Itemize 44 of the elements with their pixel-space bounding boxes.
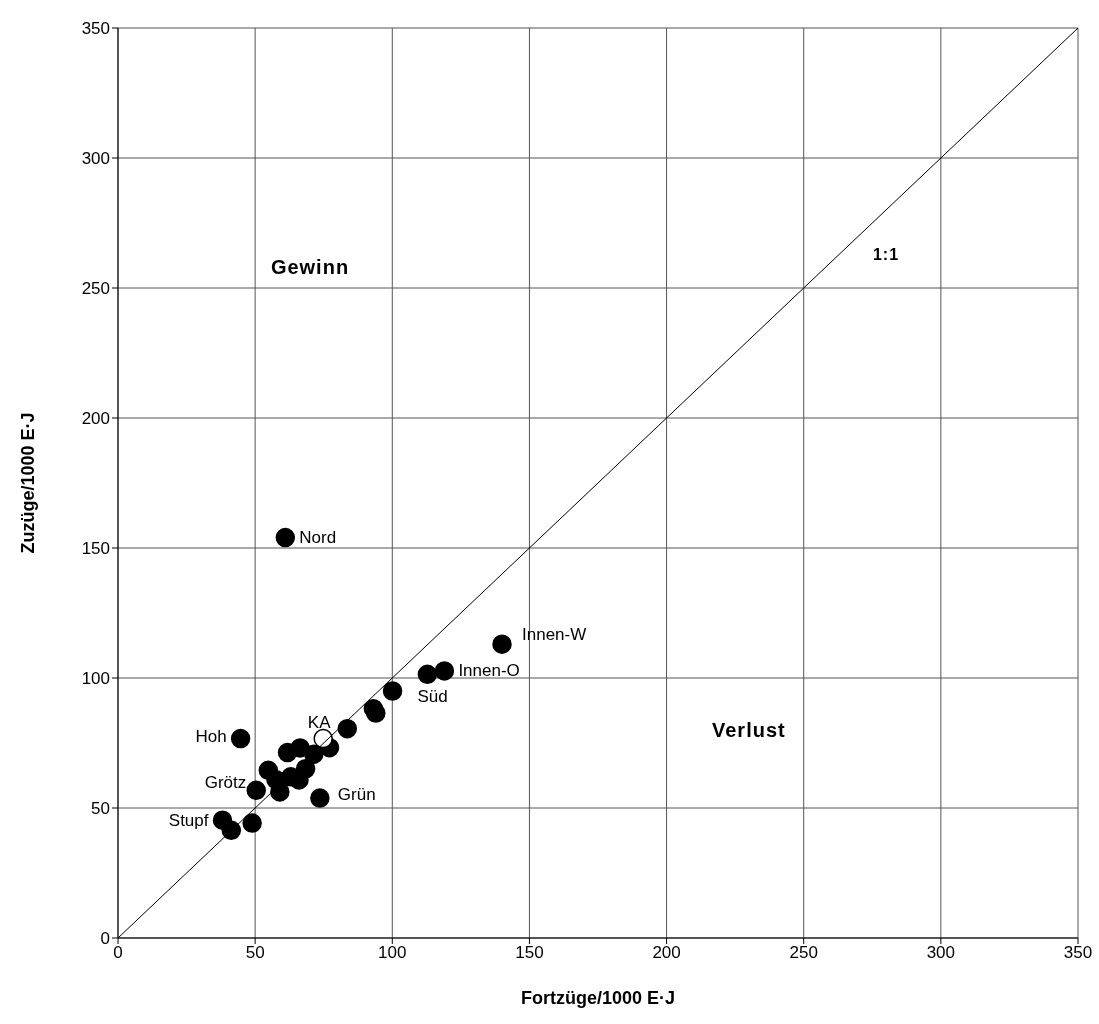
- point: [275, 527, 296, 548]
- point: [277, 742, 298, 763]
- annotation: Grötz: [204, 772, 247, 792]
- y-tick-label: 350: [81, 19, 110, 39]
- annotation: Nord: [299, 528, 337, 548]
- annotation: Stupf: [168, 810, 209, 830]
- point: [366, 703, 386, 723]
- y-axis-title: Zuzüge/1000 E·J: [18, 412, 39, 554]
- point: [221, 820, 242, 841]
- annotation: Gewinn: [270, 256, 350, 279]
- annotation: Verlust: [712, 719, 786, 741]
- y-tick-label: 100: [81, 669, 110, 689]
- annotation: Süd: [417, 686, 448, 706]
- point: [434, 661, 455, 681]
- annotation: Innen-O: [458, 661, 520, 681]
- annotation: Hoh: [195, 727, 227, 747]
- x-axis-title: Fortzüge/1000 E·J: [520, 988, 676, 1008]
- x-tick-label: 250: [789, 943, 818, 963]
- point: [417, 664, 438, 685]
- point: [492, 634, 512, 654]
- x-tick-label: 350: [1063, 943, 1093, 963]
- x-tick-label: 200: [652, 943, 681, 963]
- annotation: KA: [307, 713, 332, 733]
- y-tick-label: 50: [91, 799, 110, 819]
- x-tick-label: 100: [378, 943, 407, 963]
- x-tick-label: 150: [515, 943, 544, 963]
- annotation: Grün: [337, 784, 376, 804]
- point: [270, 782, 290, 802]
- y-tick-label: 250: [81, 279, 110, 299]
- y-tick-label: 200: [81, 409, 110, 429]
- y-tick-label: 150: [81, 539, 110, 559]
- x-tick-label: 300: [926, 943, 956, 963]
- point: [337, 718, 358, 739]
- annotation: 1:1: [872, 245, 900, 263]
- y-tick-label: 0: [100, 929, 110, 949]
- point: [230, 728, 251, 749]
- y-tick-label: 300: [81, 149, 110, 169]
- point: [310, 788, 330, 808]
- x-tick-label: 0: [113, 943, 123, 963]
- point: [313, 728, 333, 749]
- point: [382, 681, 403, 701]
- point: [246, 780, 266, 801]
- point: [242, 813, 262, 833]
- x-tick-label: 50: [245, 943, 265, 963]
